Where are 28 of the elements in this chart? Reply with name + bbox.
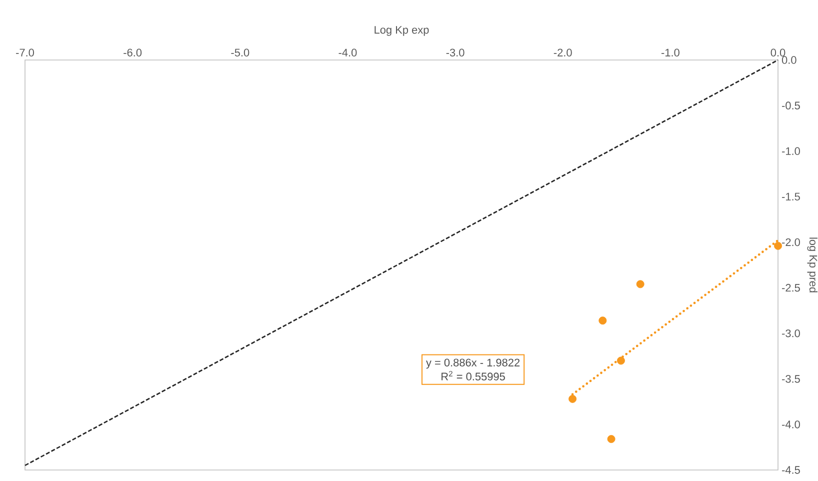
- y-tick-label: -0.5: [782, 102, 800, 110]
- annotation: R$^{2}$ = 0.55995: [442, 370, 505, 380]
- point: [568, 394, 577, 403]
- x-tick-label: 0.0: [770, 48, 786, 56]
- y-tick-label: -2.0: [782, 238, 800, 246]
- x-tick-label: -7.0: [16, 48, 34, 56]
- y-tick-label: -4.0: [782, 420, 800, 428]
- y-axis-title: log Kp pred: [807, 238, 818, 292]
- x-tick-label: -1.0: [661, 48, 680, 56]
- y-tick-label: -1.0: [782, 147, 800, 155]
- y-tick-label: -3.0: [782, 329, 800, 338]
- x-tick-label: -4.0: [338, 48, 357, 56]
- y-tick-label: -4.5: [782, 466, 800, 474]
- y-tick-label: -1.5: [782, 192, 800, 200]
- point: [616, 356, 625, 365]
- x-tick-label: -6.0: [124, 48, 142, 56]
- annotation: y = 0.886x - 1.9822: [426, 358, 520, 369]
- x-tick-label: -2.0: [554, 48, 572, 56]
- point: [598, 316, 607, 325]
- point: [607, 435, 616, 444]
- y-tick-label: -2.5: [782, 284, 800, 292]
- x-tick-label: -5.0: [231, 48, 250, 56]
- y-tick-label: -3.5: [782, 375, 800, 383]
- x-tick-label: -3.0: [446, 48, 464, 56]
- point: [774, 242, 782, 250]
- y-tick-label: 0.0: [782, 56, 796, 64]
- x-axis-title: Log Kp exp: [374, 26, 429, 36]
- point: [636, 280, 644, 288]
